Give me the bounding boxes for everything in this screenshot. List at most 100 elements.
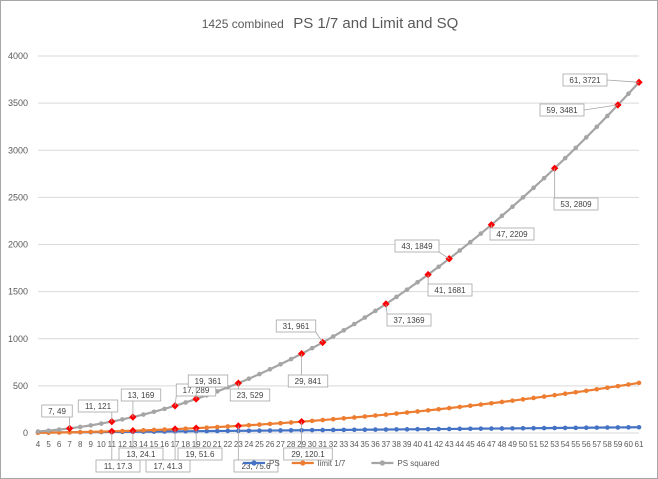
y-tick-label: 0: [23, 428, 28, 438]
callout-box: [118, 447, 164, 461]
x-tick-label: 28: [287, 440, 296, 449]
series-point: [151, 409, 157, 415]
callout-label: 47, 2209: [496, 230, 528, 239]
x-tick-label: 54: [561, 440, 570, 449]
y-tick-label: 4000: [8, 51, 28, 61]
series-point: [446, 405, 452, 411]
x-tick-label: 60: [624, 440, 633, 449]
x-tick-label: 25: [255, 440, 264, 449]
series-line-1: [37, 426, 640, 434]
series-point: [225, 424, 231, 429]
x-tick-label: 50: [519, 440, 528, 449]
callout-box: [394, 239, 440, 253]
x-tick-label: 27: [276, 440, 285, 449]
series-point: [88, 429, 94, 435]
series-point: [35, 429, 41, 434]
x-tick-label: 38: [392, 440, 401, 449]
series-point: [341, 427, 347, 433]
x-tick-label: 15: [150, 440, 159, 449]
series-point: [594, 386, 600, 392]
series-point: [288, 420, 294, 425]
series-point: [594, 124, 600, 130]
callout-box: [177, 447, 223, 461]
series-point: [98, 429, 104, 434]
series-point: [98, 421, 104, 426]
series-point: [352, 415, 357, 420]
x-tick-label: 35: [360, 440, 369, 449]
series-line-3: [37, 81, 640, 433]
series-point: [499, 213, 505, 219]
series-point: [362, 427, 368, 433]
series-point: [467, 239, 473, 245]
x-tick-label: 7: [67, 440, 72, 449]
series-point: [77, 424, 83, 430]
callout-label: 31, 961: [283, 322, 310, 331]
series-point: [77, 429, 83, 435]
series-point: [415, 409, 420, 414]
callout-label: 23, 75.6: [242, 462, 271, 471]
series-point: [330, 334, 336, 339]
series-point: [341, 416, 347, 421]
series-point: [489, 426, 494, 431]
callout-label: 11, 17.3: [104, 462, 133, 471]
callout-box: [145, 459, 191, 473]
x-tick-label: 43: [445, 440, 454, 449]
y-tick-label: 1500: [8, 287, 28, 297]
callout-label: 23, 529: [237, 391, 264, 400]
callout-box: [77, 399, 119, 413]
series-point: [573, 425, 579, 431]
series-point: [394, 427, 399, 432]
x-tick-label: 12: [118, 440, 127, 449]
series-point: [562, 425, 568, 431]
x-tick-label: 48: [497, 440, 506, 449]
series-point: [467, 426, 473, 432]
callout-label: 19, 51.6: [186, 450, 215, 459]
series-point: [499, 399, 505, 405]
x-tick-label: 45: [466, 440, 475, 449]
series-point: [288, 356, 294, 362]
x-tick-label: 47: [487, 440, 496, 449]
callout-label: 53, 2809: [560, 200, 592, 209]
highlight-marker: [635, 78, 643, 86]
y-tick-label: 500: [13, 381, 28, 391]
x-tick-label: 5: [46, 440, 51, 449]
series-point: [531, 425, 536, 431]
callout-label: 19, 361: [195, 377, 222, 386]
series-point: [510, 426, 515, 431]
y-tick-label: 2000: [8, 240, 28, 250]
highlight-marker: [614, 101, 622, 109]
series-point: [56, 427, 62, 432]
series-point: [520, 397, 526, 402]
series-point: [257, 428, 262, 433]
chart-title-main: PS 1/7 and Limit and SQ: [293, 15, 458, 32]
series-point: [425, 408, 431, 413]
callout-box: [562, 73, 608, 87]
series-point: [120, 417, 125, 422]
series-point: [204, 428, 210, 434]
series-point: [531, 185, 536, 191]
y-tick-label: 1000: [8, 334, 28, 344]
callout-box: [386, 313, 432, 327]
series-point: [141, 428, 146, 433]
callout-box: [187, 374, 229, 388]
gridlines: [38, 55, 639, 434]
series-line-2: [37, 381, 640, 434]
x-tick-label: 51: [529, 440, 538, 449]
series-point: [626, 382, 631, 387]
callout-label: 11, 121: [85, 402, 112, 411]
callout-box: [229, 388, 271, 402]
chart-title: 1425 combined PS 1/7 and Limit and SQ: [202, 15, 459, 32]
x-tick-label: 21: [213, 440, 222, 449]
series-point: [499, 426, 505, 431]
legend-swatch-marker: [379, 460, 385, 466]
series-point: [552, 392, 557, 398]
x-tick-label: 40: [413, 440, 422, 449]
series-point: [562, 155, 568, 161]
x-tick-label: 31: [318, 440, 327, 449]
series-point: [309, 418, 315, 424]
x-tick-label: 59: [613, 440, 622, 449]
x-tick-label: 58: [603, 440, 612, 449]
series-point: [267, 366, 273, 372]
